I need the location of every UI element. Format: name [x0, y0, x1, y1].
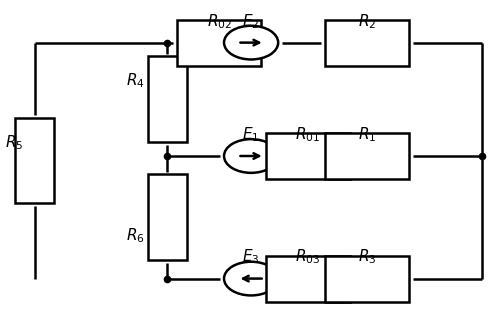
Circle shape — [224, 139, 278, 173]
Bar — [178, 20, 261, 66]
Bar — [325, 133, 408, 179]
Text: $R_3$: $R_3$ — [358, 248, 376, 266]
Text: $R_6$: $R_6$ — [126, 226, 145, 245]
Bar — [325, 20, 408, 66]
Circle shape — [224, 26, 278, 60]
Bar — [15, 118, 54, 203]
Text: $R_{03}$: $R_{03}$ — [295, 248, 320, 266]
Text: $R_5$: $R_5$ — [4, 133, 23, 152]
Text: $E_2$: $E_2$ — [242, 12, 260, 31]
Text: $E_3$: $E_3$ — [242, 248, 260, 266]
Bar — [266, 256, 349, 302]
Text: $R_{02}$: $R_{02}$ — [206, 12, 232, 31]
Text: $R_4$: $R_4$ — [126, 71, 145, 90]
Text: $E_1$: $E_1$ — [242, 125, 260, 144]
Bar — [148, 56, 187, 142]
Text: $R_2$: $R_2$ — [358, 12, 376, 31]
Bar — [148, 174, 187, 260]
Bar — [325, 256, 408, 302]
Text: $R_{01}$: $R_{01}$ — [295, 125, 320, 144]
Bar — [266, 133, 349, 179]
Text: $R_1$: $R_1$ — [358, 125, 376, 144]
Circle shape — [224, 262, 278, 295]
